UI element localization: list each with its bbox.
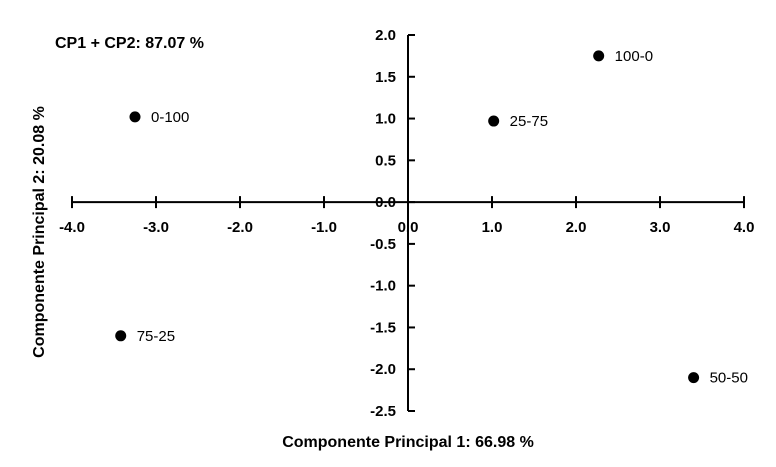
x-axis-title: Componente Principal 1: 66.98 % — [282, 434, 534, 451]
y-tick-label: -0.5 — [370, 236, 396, 253]
data-point — [688, 372, 700, 384]
x-tick-label: 0.0 — [398, 219, 419, 236]
x-tick-label: -1.0 — [311, 219, 337, 236]
x-tick-label: -4.0 — [59, 219, 85, 236]
y-tick-label: -2.5 — [370, 403, 396, 420]
x-tick-label: -2.0 — [227, 219, 253, 236]
data-point-label: 25-75 — [510, 113, 548, 130]
data-point — [488, 115, 500, 127]
data-point-label: 50-50 — [710, 370, 748, 387]
x-tick-label: 2.0 — [566, 219, 587, 236]
data-point-label: 75-25 — [137, 328, 175, 345]
annotation-text: CP1 + CP2: 87.07 % — [55, 35, 204, 52]
x-tick-label: 1.0 — [482, 219, 503, 236]
data-point-label: 0-100 — [151, 109, 189, 126]
y-tick-label: -1.0 — [370, 278, 396, 295]
y-tick-label: -1.5 — [370, 319, 396, 336]
x-tick-label: 4.0 — [734, 219, 755, 236]
x-tick-label: -3.0 — [143, 219, 169, 236]
y-tick-label: 1.5 — [375, 69, 396, 86]
points-group: 100-0 0-100 25-75 75-25 50-50 — [115, 48, 748, 387]
y-tick-label: 2.0 — [375, 27, 396, 44]
y-tick-label: 1.0 — [375, 111, 396, 128]
y-tick-label: 0.0 — [375, 194, 396, 211]
data-point — [115, 330, 127, 342]
y-tick-label: 0.5 — [375, 152, 396, 169]
x-tick-label: 3.0 — [650, 219, 671, 236]
data-point-label: 100-0 — [615, 48, 653, 65]
data-point — [129, 111, 141, 123]
data-point — [593, 50, 605, 62]
y-tick-label: -2.0 — [370, 361, 396, 378]
axes-group: -4.0 -3.0 -2.0 -1.0 0.0 1.0 2.0 3.0 4.0 2.0 1.5 1.0… — [59, 27, 754, 420]
y-axis-title: Componente Principal 2: 20.08 % — [31, 106, 48, 358]
